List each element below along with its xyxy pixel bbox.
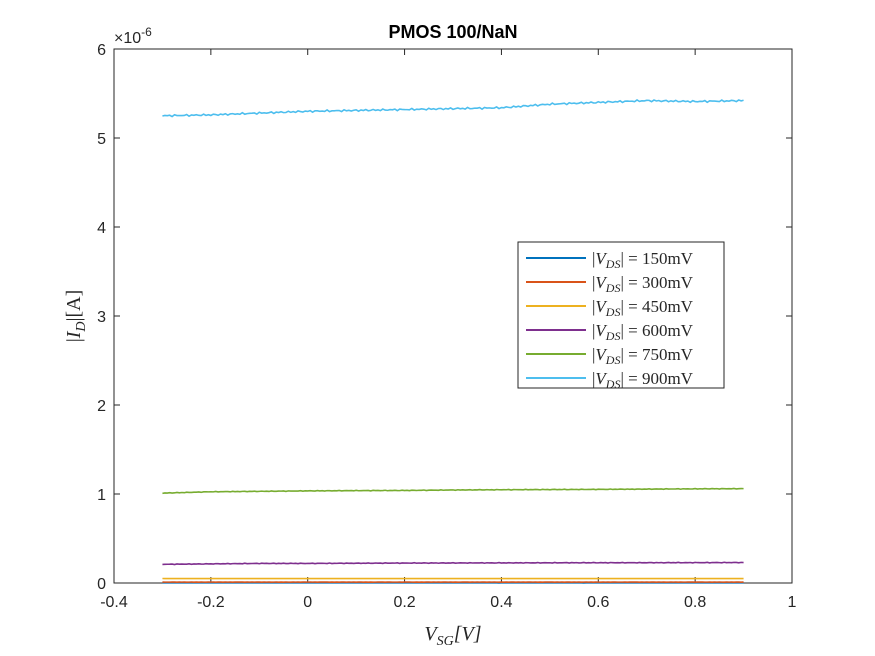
x-tick-label: 1 <box>788 594 797 611</box>
x-tick-label: -0.4 <box>100 594 128 611</box>
y-tick-label: 1 <box>97 487 106 504</box>
legend-box <box>517 241 725 389</box>
legend-label-sub: DS <box>605 353 621 367</box>
y-tick-label: 4 <box>97 220 106 237</box>
x-tick-label: 0.4 <box>490 594 512 611</box>
y-exponent-base: ×10 <box>114 30 141 47</box>
x-tick-label: -0.2 <box>197 594 225 611</box>
series-line-4 <box>162 561 744 566</box>
y-axis-label-pre: | <box>63 338 85 342</box>
x-axis-label-sub: SG <box>437 634 454 649</box>
legend-label-post: | = 750mV <box>620 345 693 364</box>
x-axis-label-main: V <box>424 623 439 645</box>
legend-label-post: | = 450mV <box>620 297 693 316</box>
y-axis-label: |ID|[A] <box>63 290 89 343</box>
x-tick-label: 0.2 <box>393 594 415 611</box>
x-tick-label: 0.8 <box>684 594 706 611</box>
y-exponent-label: ×10-6 <box>114 25 152 47</box>
legend-label-6: |VDS| = 900mV <box>592 369 694 391</box>
y-tick-label: 0 <box>97 576 106 593</box>
legend-label-post: | = 150mV <box>620 249 693 268</box>
y-axis-label-sub: D <box>74 321 89 332</box>
legend-label-pre: | <box>592 249 595 268</box>
legend-label-main: V <box>595 297 608 316</box>
legend-label-5: |VDS| = 750mV <box>592 345 694 367</box>
legend-label-1: |VDS| = 150mV <box>592 249 694 271</box>
x-tick-label: 0.6 <box>587 594 609 611</box>
legend-label-3: |VDS| = 450mV <box>592 297 694 319</box>
x-axis-label-unit: [V] <box>454 623 482 645</box>
legend-label-pre: | <box>592 369 595 388</box>
legend-label-main: V <box>595 321 608 340</box>
legend-label-main: V <box>595 249 608 268</box>
y-tick-label: 3 <box>97 309 106 326</box>
legend-label-post: | = 300mV <box>620 273 693 292</box>
y-exponent-power: -6 <box>141 25 152 39</box>
y-axis-label-post: |[A] <box>63 290 85 322</box>
legend-label-sub: DS <box>605 281 621 295</box>
y-tick-label: 2 <box>97 398 106 415</box>
legend-label-pre: | <box>592 321 595 340</box>
legend-label-post: | = 900mV <box>620 369 693 388</box>
legend-label-sub: DS <box>605 305 621 319</box>
legend: |VDS| = 150mV|VDS| = 300mV|VDS| = 450mV|… <box>517 241 725 391</box>
legend-label-pre: | <box>592 297 595 316</box>
series-line-6 <box>162 98 744 118</box>
x-axis-label: VSG[V] <box>424 623 481 649</box>
legend-label-post: | = 600mV <box>620 321 693 340</box>
legend-label-sub: DS <box>605 377 621 391</box>
legend-label-pre: | <box>592 273 595 292</box>
chart-title: PMOS 100/NaN <box>388 22 517 42</box>
axis-ticks: -0.4 -0.2 0 0.2 0.4 0.6 0.8 1 0 1 2 3 4 5 6 <box>97 42 796 611</box>
legend-label-main: V <box>595 345 608 364</box>
series-layer <box>162 98 744 584</box>
legend-label-main: V <box>595 273 608 292</box>
legend-label-pre: | <box>592 345 595 364</box>
y-tick-label: 6 <box>97 42 106 59</box>
x-tick-label: 0 <box>303 594 312 611</box>
legend-label-2: |VDS| = 300mV <box>592 273 694 295</box>
y-tick-label: 5 <box>97 131 106 148</box>
y-axis-label-main: I <box>63 330 85 339</box>
legend-label-sub: DS <box>605 329 621 343</box>
legend-label-sub: DS <box>605 257 621 271</box>
series-line-5 <box>162 487 744 495</box>
legend-label-4: |VDS| = 600mV <box>592 321 694 343</box>
legend-label-main: V <box>595 369 608 388</box>
